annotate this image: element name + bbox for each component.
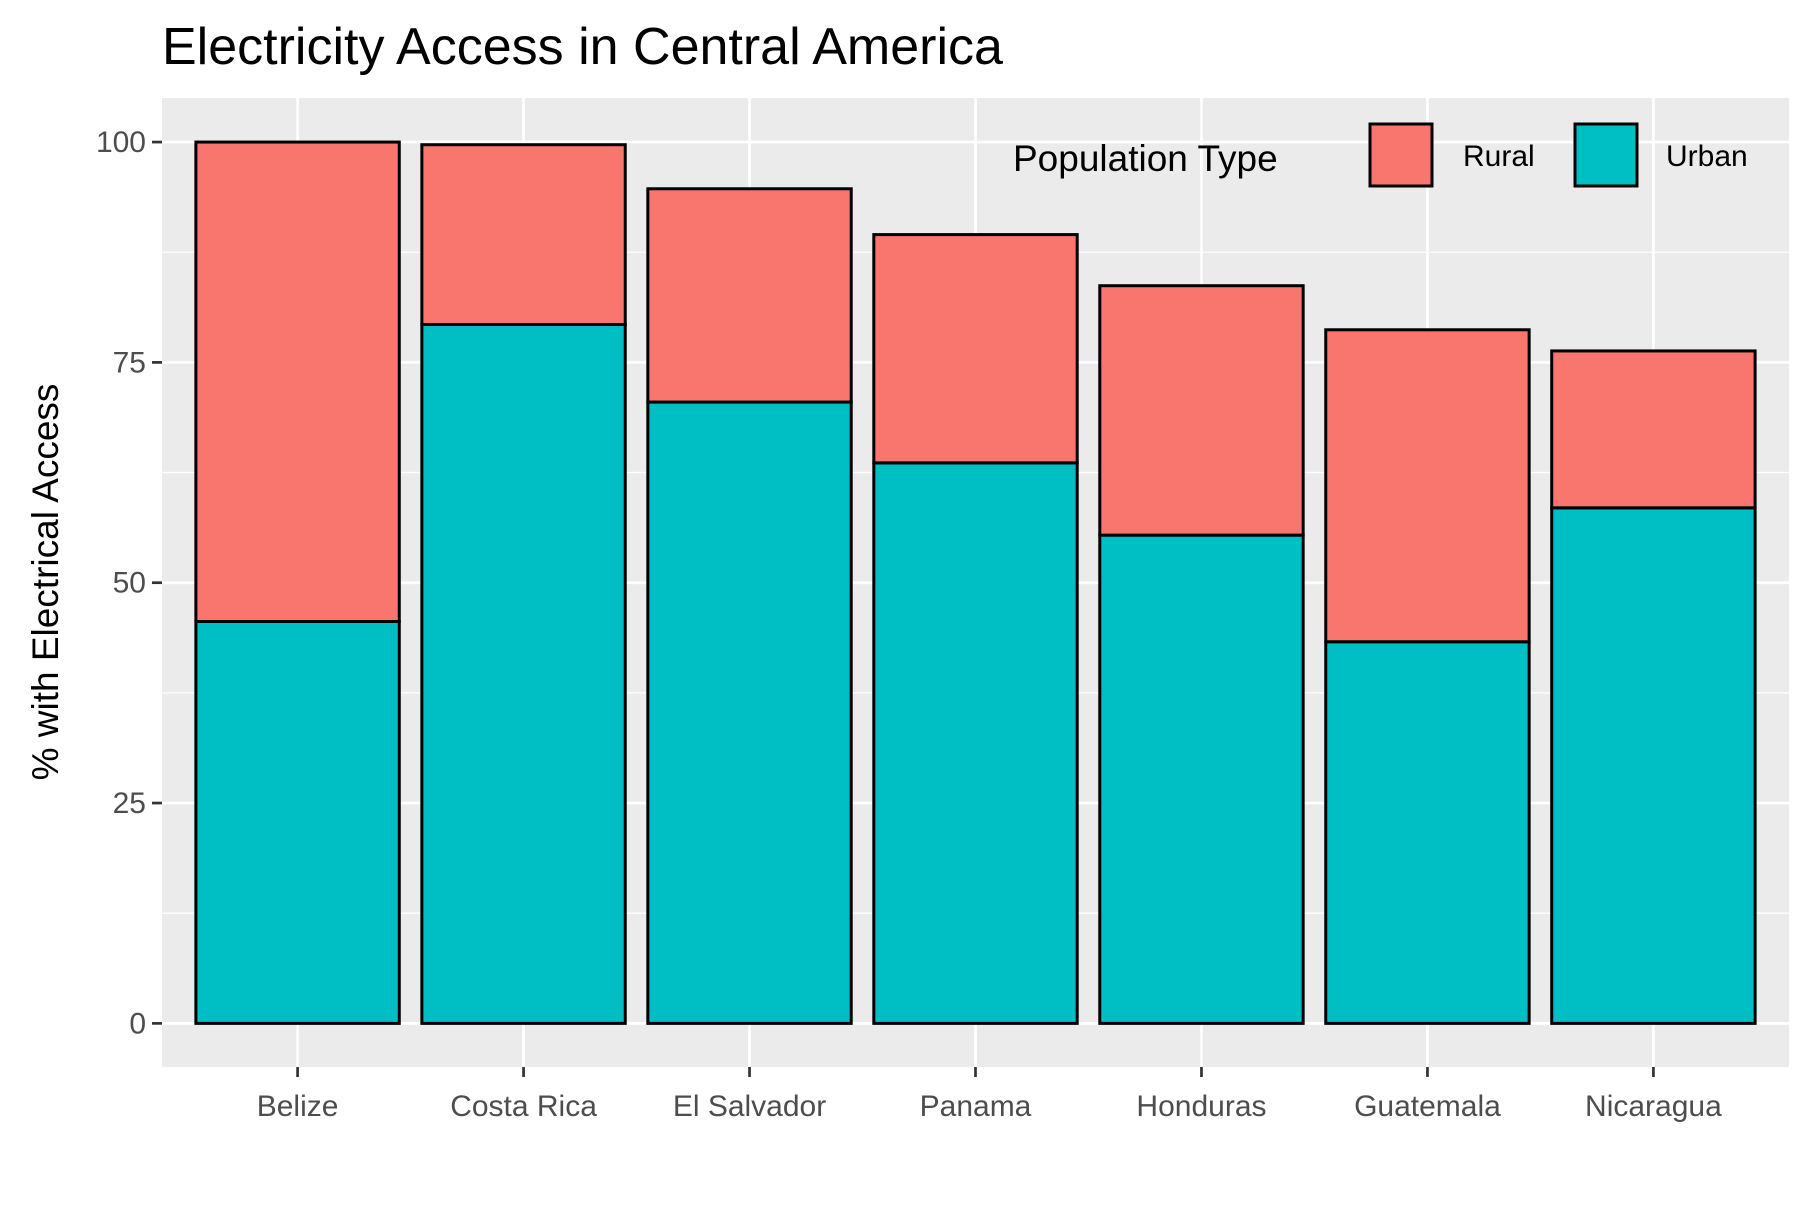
x-tick-label: Panama — [920, 1090, 1032, 1123]
bar-urban-el-salvador — [646, 400, 853, 1025]
x-axis: Belize Costa Rica El Salvador Panama Hondura… — [257, 1067, 1722, 1123]
y-tick-label: 25 — [113, 787, 146, 820]
bar-urban-panama — [872, 461, 1079, 1025]
bars-layer — [194, 140, 1757, 1025]
bar-rural-nicaragua — [1550, 349, 1757, 510]
y-tick-label: 100 — [96, 126, 146, 159]
x-tick-label: El Salvador — [673, 1090, 826, 1123]
y-tick-label: 0 — [129, 1007, 146, 1040]
x-tick-label: Honduras — [1136, 1090, 1266, 1123]
legend-key-urban — [1573, 122, 1639, 188]
bar-rural-costa-rica — [420, 143, 627, 326]
bar-rural-el-salvador — [646, 187, 853, 404]
legend-title: Population Type — [1013, 138, 1278, 179]
y-axis: 0 25 50 75 100 — [96, 126, 162, 1040]
chart-title: Electricity Access in Central America — [162, 18, 1003, 76]
bar-rural-guatemala — [1324, 328, 1531, 644]
bar-urban-costa-rica — [420, 322, 627, 1025]
legend-key-rural — [1368, 122, 1434, 188]
bar-rural-honduras — [1098, 284, 1305, 537]
y-tick-label: 50 — [113, 567, 146, 600]
legend: Population Type Rural Urban — [1013, 122, 1748, 188]
x-tick-label: Belize — [257, 1090, 339, 1123]
y-tick-label: 75 — [113, 346, 146, 379]
bar-urban-guatemala — [1324, 640, 1531, 1025]
bar-rural-belize — [194, 140, 401, 623]
legend-label-rural: Rural — [1463, 140, 1535, 173]
x-tick-label: Guatemala — [1354, 1090, 1501, 1123]
bar-rural-panama — [872, 233, 1079, 465]
y-axis-title: % with Electrical Access — [25, 384, 66, 781]
bar-urban-belize — [194, 619, 401, 1025]
x-tick-label: Costa Rica — [450, 1090, 597, 1123]
x-tick-label: Nicaragua — [1585, 1090, 1722, 1123]
bar-urban-nicaragua — [1550, 506, 1757, 1025]
bar-urban-honduras — [1098, 533, 1305, 1025]
legend-label-urban: Urban — [1666, 140, 1748, 173]
